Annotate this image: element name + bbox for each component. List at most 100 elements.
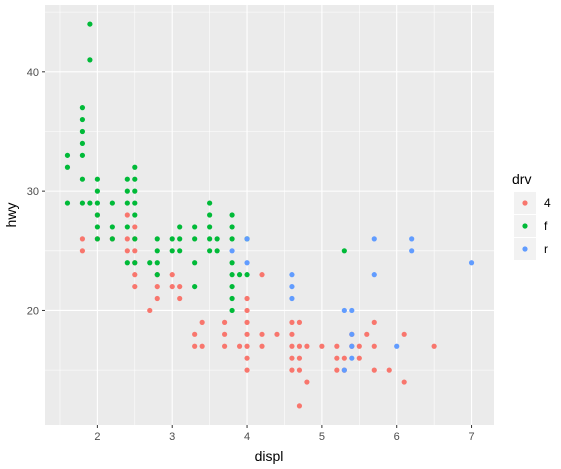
data-point-f [229, 272, 235, 278]
data-point-4 [147, 307, 153, 314]
points-layer [64, 21, 475, 409]
data-point-4 [296, 403, 303, 409]
data-point-f [79, 152, 86, 158]
data-point-f [132, 236, 138, 242]
data-point-f [79, 176, 86, 182]
data-point-4 [371, 343, 377, 349]
data-point-4 [222, 331, 228, 337]
data-point-r [341, 307, 347, 314]
data-point-f [87, 21, 93, 27]
data-point-4 [192, 331, 198, 337]
data-point-4 [244, 355, 250, 361]
data-point-f [229, 236, 235, 242]
data-point-4 [236, 343, 243, 349]
data-point-f [177, 236, 183, 242]
data-point-f [79, 128, 86, 135]
data-point-4 [154, 283, 160, 290]
minor-grid [45, 5, 494, 425]
data-point-r [289, 283, 295, 290]
data-point-4 [334, 343, 340, 349]
data-point-f [154, 236, 160, 242]
data-point-4 [401, 331, 407, 337]
data-point-f [229, 307, 235, 314]
data-point-4 [296, 355, 303, 361]
data-point-4 [124, 248, 130, 254]
data-point-f [244, 272, 250, 278]
data-point-4 [289, 331, 295, 337]
data-point-r [349, 331, 355, 337]
legend-key-r [522, 246, 528, 252]
data-point-4 [334, 355, 340, 361]
legend-title: drv [512, 171, 531, 187]
legend-keys: 4 fr [514, 192, 551, 260]
x-tick-label: 2 [94, 431, 100, 443]
data-point-4 [79, 248, 86, 254]
data-point-f [229, 260, 235, 266]
data-point-f [87, 200, 93, 206]
data-point-4 [259, 343, 265, 349]
data-point-f [154, 260, 160, 266]
data-point-f [94, 224, 100, 230]
data-point-f [132, 164, 138, 170]
data-point-f [132, 212, 138, 218]
data-point-4 [132, 272, 138, 278]
data-point-f [169, 248, 175, 254]
data-point-4 [169, 283, 175, 290]
data-point-f [177, 248, 183, 254]
data-point-r [229, 248, 235, 254]
x-tick-label: 3 [169, 431, 175, 443]
data-point-4 [319, 343, 325, 349]
data-point-r [244, 236, 250, 242]
data-point-4 [296, 319, 303, 325]
x-tick-label: 5 [319, 431, 325, 443]
data-point-f [192, 224, 198, 230]
data-point-f [79, 200, 86, 206]
legend-label-4: 4 [544, 196, 551, 210]
data-point-f [154, 248, 160, 254]
data-point-f [94, 188, 100, 194]
data-point-4 [244, 343, 250, 349]
data-point-4 [274, 331, 280, 337]
panel-background [45, 5, 494, 425]
data-point-4 [289, 367, 295, 373]
data-point-f [207, 236, 213, 242]
data-point-f [192, 260, 198, 266]
legend: drv 4 fr [512, 171, 551, 260]
data-point-4 [401, 379, 407, 385]
data-point-4 [132, 283, 138, 290]
data-point-4 [79, 236, 86, 242]
data-point-f [192, 236, 198, 242]
data-point-f [341, 248, 347, 254]
data-point-f [132, 176, 138, 182]
data-point-r [289, 272, 295, 278]
data-point-f [207, 224, 213, 230]
data-point-f [214, 236, 220, 242]
data-point-f [169, 236, 175, 242]
data-point-f [207, 248, 213, 254]
data-point-4 [356, 343, 362, 349]
data-point-f [192, 283, 198, 290]
legend-label-r: r [544, 242, 548, 256]
data-point-4 [289, 355, 295, 361]
y-tick-label: 40 [27, 67, 39, 79]
major-grid [45, 5, 494, 425]
data-point-4 [296, 343, 303, 349]
data-point-r [289, 295, 295, 302]
data-point-f [229, 224, 235, 230]
data-point-f [229, 212, 235, 218]
data-point-f [132, 260, 138, 266]
data-point-4 [244, 319, 250, 325]
data-point-f [229, 295, 235, 302]
data-point-f [236, 272, 243, 278]
data-point-f [229, 283, 235, 290]
data-point-4 [259, 272, 265, 278]
data-point-f [207, 212, 213, 218]
data-point-r [371, 236, 377, 242]
data-point-f [154, 272, 160, 278]
data-point-f [132, 188, 138, 194]
data-point-r [394, 343, 400, 349]
data-point-4 [154, 295, 160, 302]
legend-label-f: f [544, 219, 548, 233]
data-point-4 [177, 295, 183, 302]
data-point-f [94, 176, 100, 182]
